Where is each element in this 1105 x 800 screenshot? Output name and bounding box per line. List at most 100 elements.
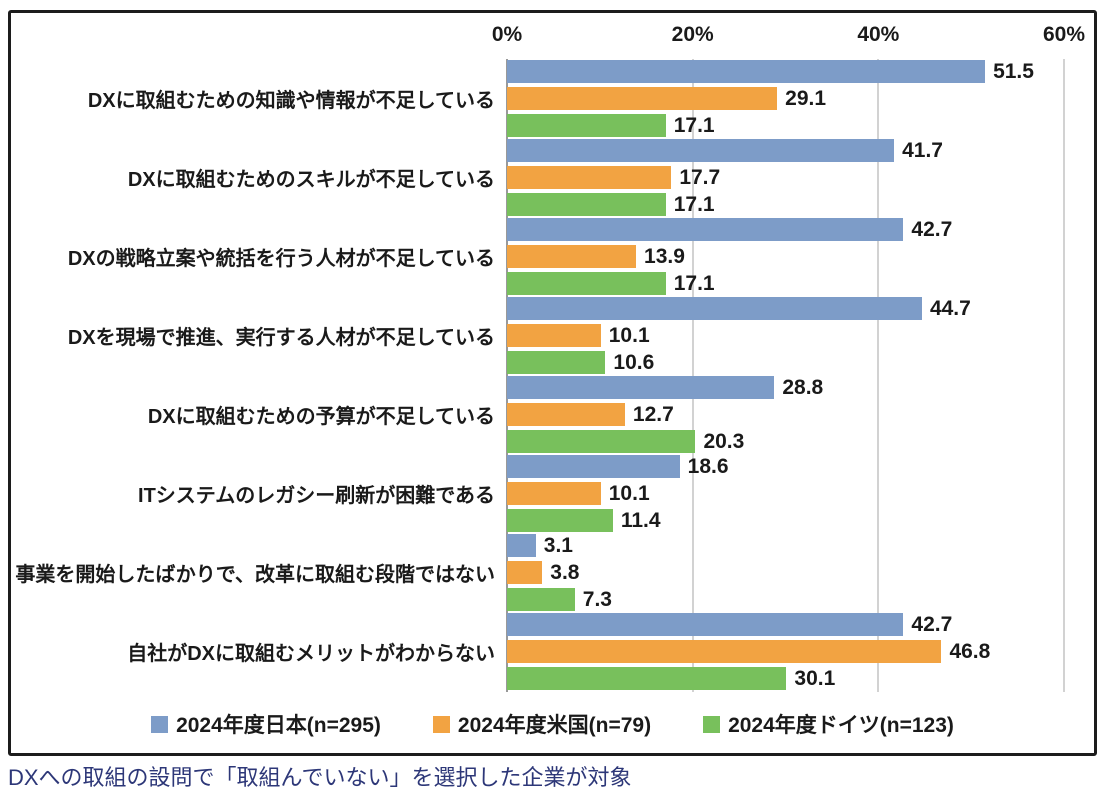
bar-row: 30.1 xyxy=(507,667,1064,690)
bar xyxy=(507,139,895,162)
bar-value-label: 17.1 xyxy=(673,114,715,137)
bar xyxy=(507,351,606,374)
bar-value-label: 3.1 xyxy=(543,534,573,557)
bar-row: 18.6 xyxy=(507,455,1064,478)
bar xyxy=(507,60,986,83)
category-label: DXに取組むためのスキルが不足している xyxy=(127,169,495,191)
bar-row: 7.3 xyxy=(507,588,1064,611)
bar-row: 3.1 xyxy=(507,534,1064,557)
bar xyxy=(507,166,672,189)
legend-swatch xyxy=(432,715,450,733)
bar-row: 29.1 xyxy=(507,87,1064,110)
bar-value-label: 12.7 xyxy=(632,403,674,426)
bar-value-label: 17.7 xyxy=(679,166,721,189)
bar xyxy=(507,87,778,110)
bar-row: 10.1 xyxy=(507,324,1064,347)
category-label: DXを現場で推進、実行する人材が不足している xyxy=(67,327,495,349)
bar xyxy=(507,534,536,557)
category-label: 自社がDXに取組むメリットがわからない xyxy=(127,643,495,665)
legend-item: 2024年度ドイツ(n=123) xyxy=(703,709,954,739)
bar xyxy=(507,561,543,584)
bar-value-label: 17.1 xyxy=(673,272,715,295)
bar-row: 44.7 xyxy=(507,297,1064,320)
bar-row: 41.7 xyxy=(507,139,1064,162)
category-label: 事業を開始したばかりで、改革に取組む段階ではない xyxy=(15,564,495,586)
bar xyxy=(507,482,601,505)
bar-row: 17.1 xyxy=(507,193,1064,216)
legend-label: 2024年度米国(n=79) xyxy=(457,714,652,737)
bar-row: 17.1 xyxy=(507,272,1064,295)
axis-tick-label: 20% xyxy=(671,23,714,46)
bar-row: 13.9 xyxy=(507,245,1064,268)
bar xyxy=(507,613,904,636)
bar-row: 46.8 xyxy=(507,640,1064,663)
bar-row: 17.1 xyxy=(507,114,1064,137)
gridline xyxy=(691,59,694,692)
bar-row: 42.7 xyxy=(507,218,1064,241)
bar-value-label: 20.3 xyxy=(703,430,745,453)
bar-row: 12.7 xyxy=(507,403,1064,426)
bar-value-label: 42.7 xyxy=(911,218,953,241)
footnote: DXへの取組の設問で「取組んでいない」を選択した企業が対象 xyxy=(8,765,632,790)
bar xyxy=(507,376,775,399)
category-label: DXに取組むための知識や情報が不足している xyxy=(87,90,495,112)
bar-value-label: 46.8 xyxy=(949,640,991,663)
bar xyxy=(507,640,942,663)
category-labels: DXに取組むための知識や情報が不足している DXに取組むためのスキルが不足している… xyxy=(15,59,501,692)
bar xyxy=(507,297,922,320)
category-label: ITシステムのレガシー刷新が困難である xyxy=(138,485,495,507)
bar-row: 10.6 xyxy=(507,351,1064,374)
bar xyxy=(507,455,680,478)
chart-frame: 0% 20% 40% 60% 51.5 29.1 17.1 41.7 17.7 17.1 42.7… xyxy=(8,10,1097,756)
bar xyxy=(507,245,637,268)
bar-row: 51.5 xyxy=(507,60,1064,83)
bar-value-label: 42.7 xyxy=(911,613,953,636)
bar-value-label: 41.7 xyxy=(902,139,943,162)
bar xyxy=(507,588,575,611)
bar-value-label: 7.3 xyxy=(582,588,612,611)
legend: 2024年度日本(n=295) 2024年度米国(n=79) 2024年度ドイツ(n… xyxy=(11,709,1094,739)
legend-item: 2024年度日本(n=295) xyxy=(151,709,381,739)
legend-swatch xyxy=(703,715,721,733)
bar-value-label: 3.8 xyxy=(550,561,580,584)
gridline xyxy=(877,59,880,692)
zero-axis-line xyxy=(506,59,508,692)
axis-tick-label: 0% xyxy=(491,23,523,46)
bar xyxy=(507,667,787,690)
bar-row: 17.7 xyxy=(507,166,1064,189)
legend-item: 2024年度米国(n=79) xyxy=(432,709,652,739)
bar-value-label: 51.5 xyxy=(993,60,1034,83)
bar-value-label: 29.1 xyxy=(785,87,827,110)
bar-row: 11.4 xyxy=(507,509,1064,532)
bar xyxy=(507,430,696,453)
legend-label: 2024年度日本(n=295) xyxy=(176,714,381,737)
bar-row: 10.1 xyxy=(507,482,1064,505)
bar-value-label: 44.7 xyxy=(929,297,971,320)
legend-label: 2024年度ドイツ(n=123) xyxy=(728,714,954,737)
chart-inner: 0% 20% 40% 60% 51.5 29.1 17.1 41.7 17.7 17.1 42.7… xyxy=(11,13,1094,753)
bar xyxy=(507,272,666,295)
bar-row: 42.7 xyxy=(507,613,1064,636)
category-label: DXに取組むための予算が不足している xyxy=(147,406,495,428)
category-label: DXの戦略立案や統括を行う人材が不足している xyxy=(67,248,495,270)
bar-value-label: 28.8 xyxy=(782,376,824,399)
bar xyxy=(507,403,625,426)
bar-value-label: 11.4 xyxy=(620,509,661,532)
bar xyxy=(507,509,613,532)
axis-tick-label: 60% xyxy=(1042,23,1086,46)
axis-tick-label: 40% xyxy=(857,23,900,46)
bar-value-label: 17.1 xyxy=(673,193,715,216)
bar-value-label: 18.6 xyxy=(687,455,729,478)
bar-row: 20.3 xyxy=(507,430,1064,453)
bar-value-label: 13.9 xyxy=(644,245,685,268)
bar xyxy=(507,324,601,347)
plot-area: 51.5 29.1 17.1 41.7 17.7 17.1 42.7 13.9 17.1 44.7… xyxy=(506,59,1065,692)
bar-value-label: 30.1 xyxy=(794,667,836,690)
bar-value-label: 10.1 xyxy=(608,482,650,505)
bar xyxy=(507,218,904,241)
bar xyxy=(507,193,666,216)
bar-row: 3.8 xyxy=(507,561,1064,584)
legend-swatch xyxy=(151,715,169,733)
bar xyxy=(507,114,666,137)
